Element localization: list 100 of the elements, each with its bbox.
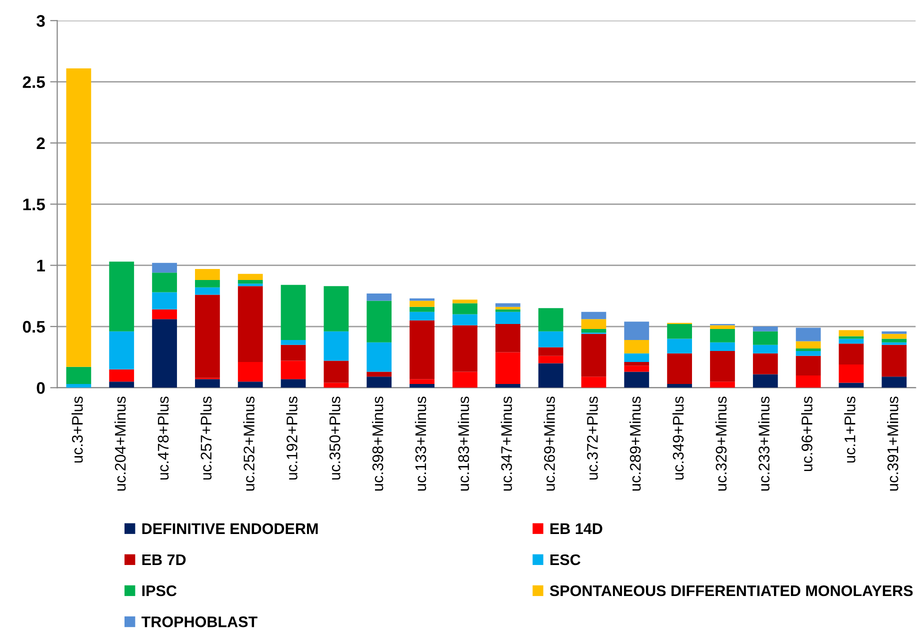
x-tick-label: uc.350+Plus bbox=[329, 396, 340, 480]
bar bbox=[495, 312, 520, 324]
y-tick-label: 2 bbox=[36, 137, 45, 150]
bar bbox=[796, 350, 821, 356]
bar bbox=[109, 382, 134, 388]
bar bbox=[410, 384, 434, 388]
bar bbox=[366, 372, 392, 377]
legend-label: EB 14D bbox=[550, 523, 602, 534]
x-tick-label: uc.183+Minus bbox=[458, 396, 470, 491]
bar bbox=[195, 269, 220, 280]
bar bbox=[796, 341, 821, 349]
x-tick-label: uc.96+Plus bbox=[801, 396, 812, 472]
bar bbox=[195, 294, 220, 378]
bar bbox=[280, 284, 306, 340]
bar bbox=[752, 374, 778, 388]
bar bbox=[195, 379, 220, 388]
bar bbox=[410, 379, 434, 384]
bar bbox=[324, 382, 349, 388]
x-tick-label: uc.347+Minus bbox=[500, 396, 512, 491]
bar bbox=[238, 382, 263, 388]
bar bbox=[452, 303, 478, 314]
x-tick-label: uc.133+Minus bbox=[414, 396, 426, 491]
bar bbox=[538, 347, 564, 356]
bar bbox=[538, 331, 564, 348]
y-tick-label: 1 bbox=[37, 260, 45, 272]
bar bbox=[796, 356, 821, 376]
x-tick-label: uc.398+Minus bbox=[372, 396, 384, 491]
bar bbox=[538, 356, 564, 364]
x-tick-label: uc.1+Plus bbox=[844, 396, 856, 463]
bar bbox=[238, 274, 263, 280]
bar bbox=[882, 331, 907, 334]
legend-label: TROPHOBLAST bbox=[141, 616, 258, 628]
bar bbox=[796, 375, 821, 388]
bar bbox=[796, 328, 821, 342]
bar bbox=[882, 376, 907, 388]
bar bbox=[324, 331, 349, 361]
x-tick-label: uc.289+Minus bbox=[630, 396, 641, 491]
bar bbox=[152, 272, 177, 292]
bar bbox=[452, 314, 478, 326]
bar bbox=[581, 334, 606, 377]
bar bbox=[410, 306, 434, 312]
bar bbox=[495, 309, 520, 312]
bar bbox=[238, 284, 263, 286]
bar bbox=[882, 344, 907, 377]
bar bbox=[410, 298, 434, 301]
bar bbox=[710, 325, 735, 329]
bar bbox=[324, 286, 349, 332]
bar bbox=[752, 344, 778, 354]
bar bbox=[581, 328, 606, 333]
bar bbox=[667, 338, 692, 354]
bar bbox=[838, 344, 864, 364]
bar bbox=[667, 353, 692, 384]
bar bbox=[280, 360, 306, 380]
bar bbox=[882, 338, 907, 342]
bar bbox=[495, 324, 520, 352]
bar bbox=[624, 322, 650, 340]
bar bbox=[410, 320, 434, 380]
y-tick-label: 0 bbox=[36, 382, 45, 394]
x-tick-label: uc.269+Minus bbox=[544, 396, 555, 491]
bar bbox=[624, 362, 650, 366]
bar bbox=[495, 303, 520, 307]
bar bbox=[710, 342, 735, 351]
x-tick-label: uc.192+Plus bbox=[286, 396, 298, 480]
legend-label: IPSC bbox=[142, 585, 177, 596]
bar bbox=[495, 352, 520, 384]
y-tick-label: 1.5 bbox=[23, 198, 45, 210]
bar bbox=[838, 338, 864, 344]
bar bbox=[710, 382, 735, 388]
bar bbox=[495, 306, 520, 310]
bar bbox=[66, 68, 92, 367]
y-tick-label: 2.5 bbox=[22, 76, 45, 88]
bar bbox=[109, 369, 134, 382]
x-tick-label: uc.3+Plus bbox=[72, 396, 83, 463]
bar bbox=[238, 286, 263, 362]
x-tick-label: uc.372+Plus bbox=[586, 396, 598, 480]
bar bbox=[624, 340, 650, 354]
bar bbox=[538, 308, 564, 332]
x-tick-label: uc.257+Plus bbox=[200, 396, 212, 480]
x-tick-label: uc.391+Minus bbox=[887, 396, 898, 491]
x-tick-label: uc.204+Minus bbox=[114, 396, 126, 491]
bar bbox=[366, 342, 392, 372]
bar bbox=[624, 366, 650, 372]
legend-label: DEFINITIVE ENDODERM bbox=[142, 523, 318, 534]
bar bbox=[667, 384, 692, 388]
bar bbox=[410, 300, 434, 307]
bar bbox=[195, 287, 220, 295]
bar bbox=[152, 292, 177, 310]
bar bbox=[752, 326, 778, 332]
bar bbox=[452, 372, 478, 388]
bar bbox=[66, 384, 92, 388]
bar bbox=[581, 376, 606, 388]
bar bbox=[624, 353, 650, 362]
bar bbox=[366, 293, 392, 301]
bar bbox=[195, 280, 220, 288]
bar bbox=[452, 300, 478, 304]
bar bbox=[838, 364, 864, 383]
bar bbox=[581, 312, 606, 320]
x-tick-label: uc.329+Minus bbox=[715, 396, 727, 491]
bar bbox=[366, 376, 392, 388]
bar bbox=[152, 309, 177, 320]
